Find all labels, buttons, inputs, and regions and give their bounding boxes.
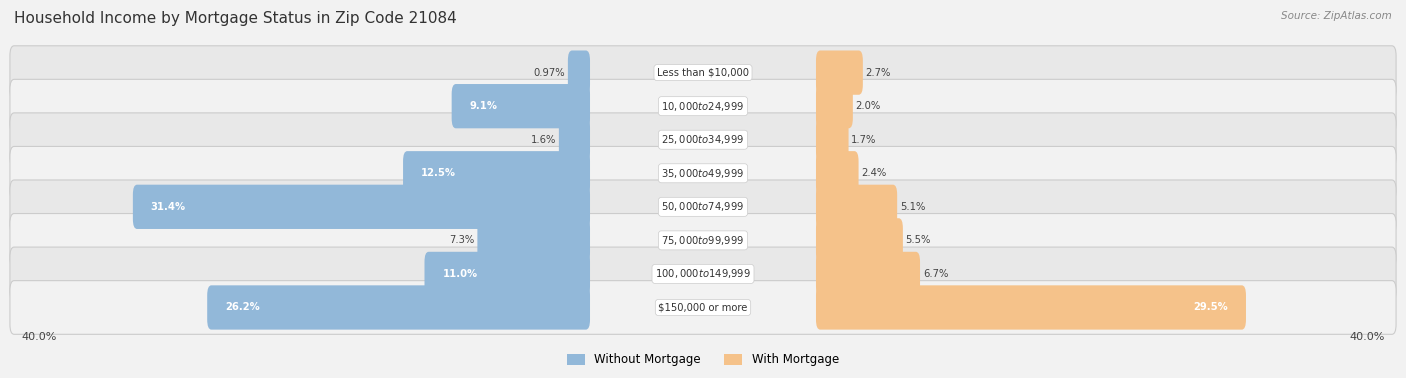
- FancyBboxPatch shape: [815, 252, 920, 296]
- Text: 40.0%: 40.0%: [1350, 332, 1385, 342]
- FancyBboxPatch shape: [558, 118, 591, 162]
- Text: 2.7%: 2.7%: [866, 68, 891, 77]
- Text: 0.97%: 0.97%: [533, 68, 565, 77]
- FancyBboxPatch shape: [815, 151, 859, 195]
- Text: $10,000 to $24,999: $10,000 to $24,999: [661, 100, 745, 113]
- Text: 5.5%: 5.5%: [905, 235, 931, 245]
- Text: 2.4%: 2.4%: [862, 168, 887, 178]
- FancyBboxPatch shape: [815, 51, 863, 95]
- Text: Household Income by Mortgage Status in Zip Code 21084: Household Income by Mortgage Status in Z…: [14, 11, 457, 26]
- FancyBboxPatch shape: [10, 280, 1396, 334]
- Text: Less than $10,000: Less than $10,000: [657, 68, 749, 77]
- Text: 26.2%: 26.2%: [225, 302, 260, 313]
- Text: $100,000 to $149,999: $100,000 to $149,999: [655, 267, 751, 280]
- Text: $50,000 to $74,999: $50,000 to $74,999: [661, 200, 745, 213]
- FancyBboxPatch shape: [10, 46, 1396, 99]
- FancyBboxPatch shape: [10, 214, 1396, 267]
- Text: 7.3%: 7.3%: [450, 235, 475, 245]
- Text: 29.5%: 29.5%: [1194, 302, 1227, 313]
- Text: 31.4%: 31.4%: [150, 202, 186, 212]
- FancyBboxPatch shape: [10, 247, 1396, 301]
- FancyBboxPatch shape: [404, 151, 591, 195]
- Text: 5.1%: 5.1%: [900, 202, 925, 212]
- Text: 11.0%: 11.0%: [443, 269, 478, 279]
- Text: 9.1%: 9.1%: [470, 101, 498, 111]
- FancyBboxPatch shape: [815, 185, 897, 229]
- FancyBboxPatch shape: [207, 285, 591, 330]
- Legend: Without Mortgage, With Mortgage: Without Mortgage, With Mortgage: [567, 353, 839, 366]
- FancyBboxPatch shape: [10, 180, 1396, 234]
- FancyBboxPatch shape: [478, 218, 591, 262]
- Text: 6.7%: 6.7%: [922, 269, 948, 279]
- Text: $150,000 or more: $150,000 or more: [658, 302, 748, 313]
- Text: 12.5%: 12.5%: [420, 168, 456, 178]
- FancyBboxPatch shape: [568, 51, 591, 95]
- FancyBboxPatch shape: [10, 146, 1396, 200]
- FancyBboxPatch shape: [10, 113, 1396, 167]
- Text: 2.0%: 2.0%: [856, 101, 880, 111]
- FancyBboxPatch shape: [134, 185, 591, 229]
- FancyBboxPatch shape: [815, 118, 849, 162]
- FancyBboxPatch shape: [815, 285, 1246, 330]
- Text: 1.7%: 1.7%: [851, 135, 877, 145]
- Text: $75,000 to $99,999: $75,000 to $99,999: [661, 234, 745, 247]
- Text: 40.0%: 40.0%: [21, 332, 56, 342]
- FancyBboxPatch shape: [10, 79, 1396, 133]
- FancyBboxPatch shape: [815, 84, 853, 128]
- FancyBboxPatch shape: [815, 218, 903, 262]
- FancyBboxPatch shape: [425, 252, 591, 296]
- Text: Source: ZipAtlas.com: Source: ZipAtlas.com: [1281, 11, 1392, 21]
- Text: $35,000 to $49,999: $35,000 to $49,999: [661, 167, 745, 180]
- Text: $25,000 to $34,999: $25,000 to $34,999: [661, 133, 745, 146]
- Text: 1.6%: 1.6%: [530, 135, 557, 145]
- FancyBboxPatch shape: [451, 84, 591, 128]
